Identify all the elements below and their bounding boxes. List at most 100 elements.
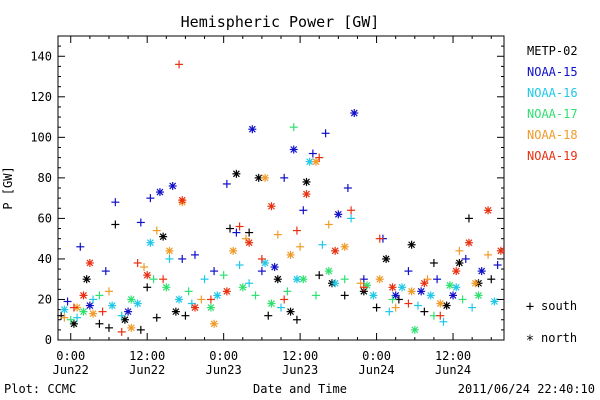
north-point-noaa-19 bbox=[267, 202, 276, 211]
north-point-noaa-18 bbox=[375, 275, 384, 284]
north-point-noaa-15 bbox=[391, 291, 400, 300]
south-point-noaa-18 bbox=[391, 303, 400, 312]
north-point-metp-02 bbox=[442, 301, 451, 310]
y-tick-label: 60 bbox=[38, 211, 52, 225]
south-point-noaa-15 bbox=[359, 275, 368, 284]
north-point-noaa-17 bbox=[324, 267, 333, 276]
south-point-noaa-19 bbox=[206, 295, 215, 304]
north-point-metp-02 bbox=[273, 275, 282, 284]
south-point-metp-02 bbox=[315, 271, 324, 280]
marker-stroke bbox=[156, 188, 164, 196]
marker-stroke bbox=[172, 308, 180, 316]
north-point-noaa-18 bbox=[89, 309, 98, 318]
marker-stroke bbox=[382, 255, 390, 263]
y-axis: 0 20 40 60 80 100 120 140 bbox=[30, 35, 504, 347]
north-point-noaa-15 bbox=[350, 109, 359, 118]
south-point-noaa-16 bbox=[277, 303, 285, 312]
marker-stroke bbox=[268, 202, 275, 210]
marker-stroke bbox=[497, 247, 505, 255]
north-point-noaa-16 bbox=[261, 258, 270, 267]
north-point-noaa-17 bbox=[238, 283, 247, 292]
south-point-metp-02 bbox=[429, 258, 438, 267]
north-point-noaa-15 bbox=[477, 267, 486, 276]
south-point-noaa-18 bbox=[356, 279, 365, 288]
footer-timestamp: 2011/06/24 22:40:10 bbox=[458, 382, 595, 396]
south-point-noaa-16 bbox=[187, 299, 196, 308]
south-point-noaa-15 bbox=[190, 250, 199, 259]
marker-legend: + south * north bbox=[526, 299, 577, 349]
north-point-noaa-15 bbox=[85, 301, 94, 310]
south-point-noaa-17 bbox=[219, 271, 228, 280]
x-axis: 0:00Jun2212:00Jun220:00Jun2312:00Jun230:… bbox=[53, 36, 492, 377]
south-point-noaa-18 bbox=[296, 242, 305, 251]
marker-stroke bbox=[331, 279, 339, 287]
marker-stroke bbox=[312, 158, 320, 166]
marker-stroke bbox=[449, 291, 457, 299]
south-point-noaa-18 bbox=[197, 295, 206, 304]
marker-stroke bbox=[471, 279, 479, 287]
north-point-noaa-18 bbox=[229, 246, 238, 255]
south-point-noaa-15 bbox=[257, 267, 266, 276]
x-axis-label: Date and Time bbox=[253, 382, 347, 396]
marker-stroke bbox=[446, 281, 454, 289]
marker-stroke bbox=[491, 298, 498, 305]
south-point-noaa-15 bbox=[232, 228, 241, 237]
north-point-noaa-18 bbox=[165, 246, 174, 255]
legend-entry-noaa-19: NOAA-19 bbox=[527, 149, 578, 163]
south-point-noaa-15 bbox=[321, 129, 330, 138]
north-point-noaa-16 bbox=[331, 279, 340, 288]
marker-stroke bbox=[80, 308, 87, 316]
south-point-noaa-19 bbox=[159, 275, 168, 284]
marker-stroke bbox=[146, 239, 154, 247]
south-point-metp-02 bbox=[136, 325, 145, 334]
south-point-noaa-15 bbox=[343, 184, 352, 192]
south-point-noaa-15 bbox=[178, 254, 187, 263]
marker-stroke bbox=[398, 283, 406, 291]
north-point-noaa-18 bbox=[436, 299, 445, 308]
south-point-noaa-15 bbox=[63, 297, 72, 306]
north-marker-symbol: * bbox=[526, 333, 534, 349]
marker-stroke bbox=[293, 275, 301, 283]
north-point-noaa-15 bbox=[449, 291, 458, 300]
north-point-noaa-17 bbox=[79, 307, 88, 316]
y-tick-label: 100 bbox=[30, 130, 52, 144]
x-tick-date-label: Jun22 bbox=[129, 363, 165, 377]
south-point-noaa-19 bbox=[404, 299, 413, 308]
marker-stroke bbox=[299, 275, 307, 283]
north-point-noaa-19 bbox=[484, 206, 493, 215]
marker-stroke bbox=[239, 283, 247, 291]
north-point-noaa-19 bbox=[452, 267, 461, 276]
marker-stroke bbox=[223, 287, 231, 295]
south-point-noaa-19 bbox=[257, 254, 266, 263]
north-point-noaa-19 bbox=[245, 238, 254, 247]
south-point-noaa-15 bbox=[222, 179, 231, 188]
north-point-metp-02 bbox=[159, 232, 168, 241]
north-point-noaa-15 bbox=[124, 307, 133, 316]
south-point-noaa-19 bbox=[175, 60, 184, 69]
south-point-metp-02 bbox=[340, 291, 349, 300]
x-tick-time-label: 12:00 bbox=[129, 349, 165, 363]
south-point-metp-02 bbox=[420, 307, 429, 316]
y-tick-label: 80 bbox=[38, 171, 52, 185]
south-point-noaa-19 bbox=[280, 295, 289, 304]
south-marker-label: south bbox=[541, 299, 577, 313]
north-point-noaa-16 bbox=[452, 283, 461, 292]
marker-stroke bbox=[392, 291, 400, 299]
south-point-noaa-16 bbox=[439, 317, 448, 326]
south-point-noaa-15 bbox=[146, 194, 155, 203]
south-point-noaa-15 bbox=[461, 254, 470, 263]
north-point-noaa-15 bbox=[248, 125, 257, 134]
north-point-noaa-19 bbox=[222, 287, 231, 296]
south-point-metp-02 bbox=[104, 323, 113, 332]
south-point-noaa-15 bbox=[299, 206, 308, 215]
marker-stroke bbox=[484, 206, 492, 214]
y-tick-label: 20 bbox=[38, 292, 52, 306]
north-point-noaa-17 bbox=[474, 291, 483, 300]
north-point-noaa-17 bbox=[206, 303, 215, 312]
north-point-noaa-16 bbox=[213, 291, 222, 300]
south-point-noaa-17 bbox=[388, 295, 397, 304]
marker-stroke bbox=[80, 291, 87, 299]
x-tick-date-label: Jun22 bbox=[53, 363, 89, 377]
south-point-noaa-19 bbox=[69, 303, 78, 312]
marker-stroke bbox=[303, 178, 310, 186]
